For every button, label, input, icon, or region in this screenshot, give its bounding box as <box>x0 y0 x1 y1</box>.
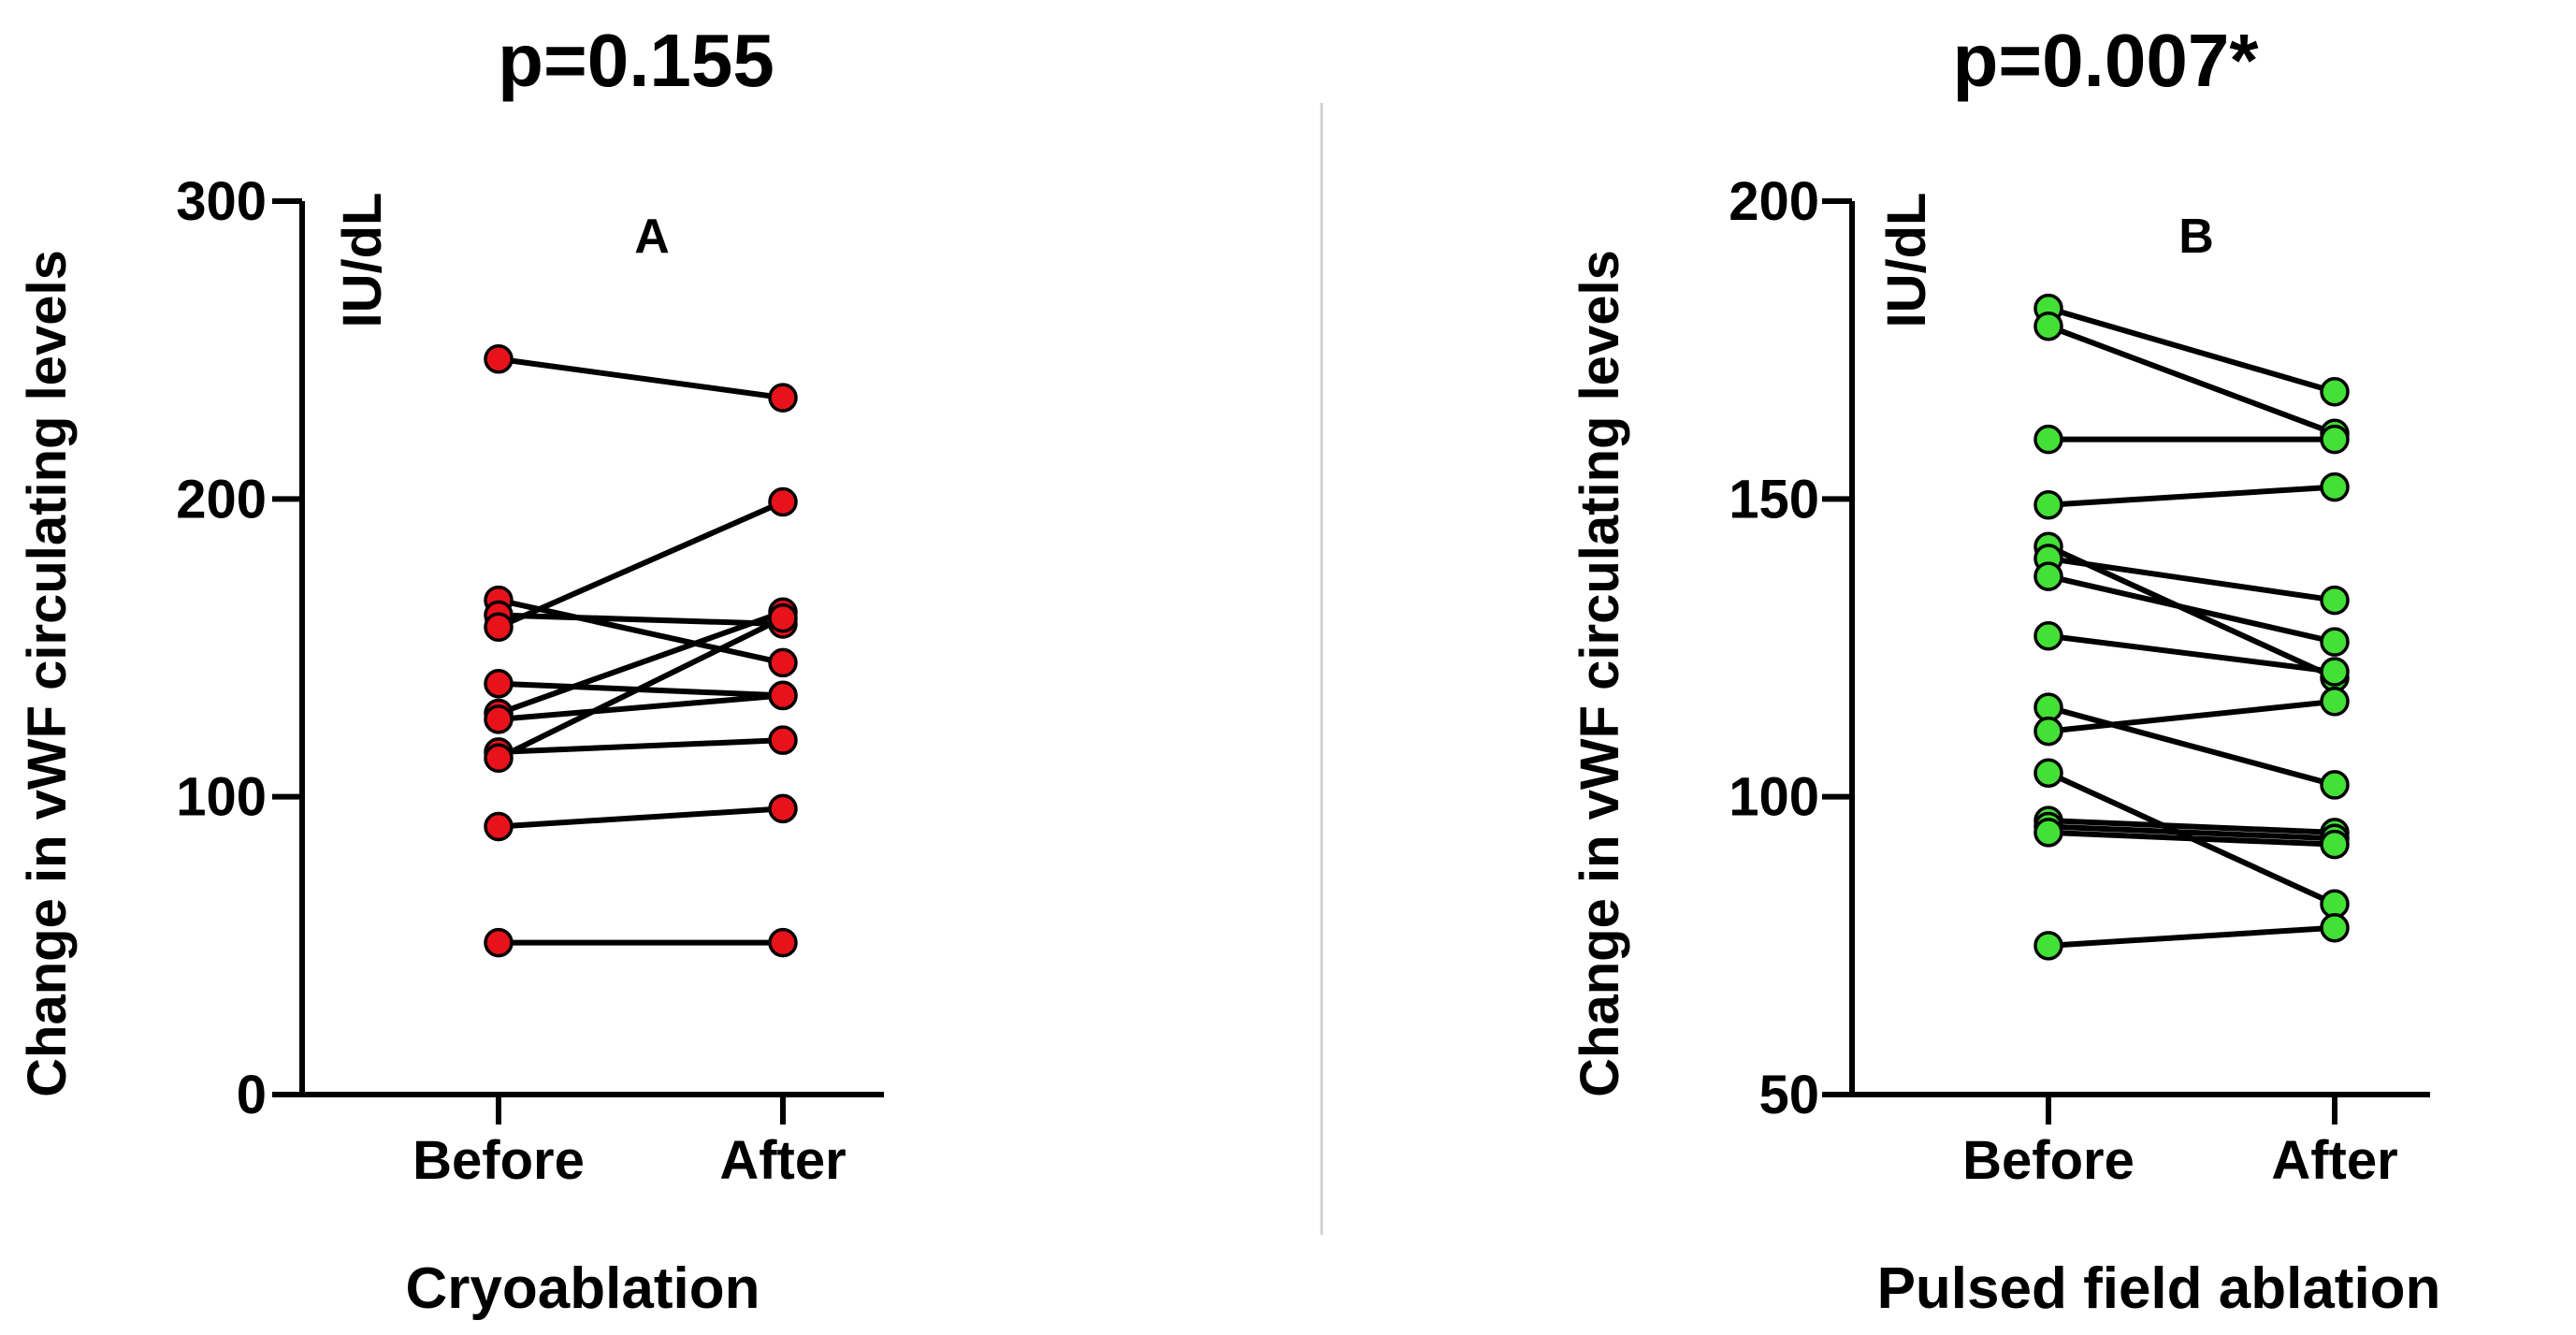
panel-a-series-lines <box>497 356 785 946</box>
panel-a-y-tick-label: 200 <box>176 469 267 530</box>
panel-b-subject-line <box>2048 823 2336 842</box>
panel-b-point-before <box>2033 489 2063 520</box>
panel-b-point-before <box>2033 758 2063 788</box>
panel-a-subject-line <box>498 805 784 830</box>
panel-b-point-after <box>2320 627 2350 657</box>
panel-a-y-tick-label: 300 <box>176 171 267 232</box>
panel-b-ylabel: Change in vWF circulating levels <box>1570 250 1630 1097</box>
panel-a-point-after <box>768 793 798 824</box>
panel-b-point-after <box>2320 424 2350 455</box>
panel-a-x-axis: Before After <box>299 1092 884 1191</box>
panel-b-subject-line <box>2048 573 2336 646</box>
panel-b-subject-line <box>2048 818 2336 835</box>
panel-a-subject-line <box>497 499 785 630</box>
panel-b-point-before <box>2033 561 2063 591</box>
panel-b-subject-line <box>2048 484 2336 508</box>
panel-b-x-axis: Before After <box>1849 1092 2430 1191</box>
panel-b-subject-line <box>2047 323 2337 437</box>
panel-a-point-after <box>768 725 798 755</box>
panel-b-x-tick-label: After <box>2271 1130 2397 1191</box>
panel-a-points <box>484 343 798 958</box>
panel-a-point-after <box>768 602 798 633</box>
panel-b-y-tick-label: 150 <box>1729 469 1819 530</box>
panel-b-point-before <box>2033 931 2063 961</box>
panel-b-point-after <box>2320 912 2350 943</box>
panel-a-ylabel: Change in vWF circulating levels <box>17 250 78 1097</box>
panel-a-panel-label: A <box>634 210 670 264</box>
panel-a-point-after <box>768 680 798 711</box>
panel-a-subject-line <box>498 597 784 666</box>
panel-b-panel-label: B <box>2178 210 2214 264</box>
panel-b-subject-line <box>2048 556 2336 603</box>
panel-b-y-tick-label: 50 <box>1758 1065 1819 1125</box>
panel-b-point-after <box>2320 472 2350 502</box>
panel-b-subject-line <box>2048 698 2336 734</box>
panel-a-point-after <box>768 486 798 517</box>
panel-a-y-tick-label: 100 <box>176 767 267 828</box>
panel-b-point-after <box>2320 657 2350 687</box>
panel-a-point-before <box>484 927 514 958</box>
panel-a-point-before <box>484 743 514 774</box>
panel-b-points <box>2033 293 2350 961</box>
panel-b-x-tick-label: Before <box>1962 1130 2135 1191</box>
panel-b-y-tick-label: 200 <box>1729 171 1819 232</box>
panel-b-point-before <box>2033 311 2063 341</box>
panel-a-point-before <box>484 811 514 842</box>
panel-b-subject-line <box>2048 829 2336 848</box>
panel-b-point-before <box>2033 424 2063 455</box>
panel-b-subject-line <box>2048 632 2336 675</box>
panel-a-y-tick-label: 0 <box>237 1065 267 1125</box>
panel-a-point-before <box>484 343 514 374</box>
panel-b-point-before <box>2033 716 2063 747</box>
panel-b-title: p=0.007* <box>1953 19 2260 102</box>
panel-b-xlabel: Pulsed field ablation <box>1877 1256 2441 1321</box>
panel-a: p=0.155 Change in vWF circulating levels… <box>17 19 884 1321</box>
panel-b-point-after <box>2320 687 2350 717</box>
panel-a-subject-line <box>498 612 784 628</box>
panel-a-point-before <box>484 704 514 734</box>
panel-b-subject-line <box>2048 924 2336 949</box>
panel-a-title: p=0.155 <box>498 19 774 102</box>
panel-a-subject-line <box>497 615 785 761</box>
panel-b-point-after <box>2320 376 2350 407</box>
panel-a-subject-line <box>498 356 784 401</box>
panel-b-unit-label: IU/dL <box>1876 193 1937 328</box>
panel-a-x-tick-label: After <box>719 1130 846 1191</box>
panel-b-y-tick-label: 100 <box>1729 767 1819 828</box>
panel-a-point-before <box>484 612 514 642</box>
panel-a-subject-line <box>497 609 785 717</box>
panel-a-point-after <box>768 927 798 958</box>
panel-b-y-axis: 50 100 150 200 <box>1729 171 1855 1125</box>
panel-a-x-tick-label: Before <box>412 1130 585 1191</box>
panel-a-point-before <box>484 668 514 699</box>
panel-b-subject-line <box>2048 704 2336 788</box>
panel-a-unit-label: IU/dL <box>332 193 393 328</box>
panel-b-point-before <box>2033 621 2063 651</box>
panel-a-point-after <box>768 383 798 413</box>
panel-a-subject-line <box>498 737 784 755</box>
panel-b: p=0.007* Change in vWF circulating level… <box>1570 19 2440 1321</box>
panel-b-point-after <box>2320 829 2350 860</box>
panel-b-point-after <box>2320 770 2350 800</box>
panel-a-subject-line <box>498 692 784 722</box>
panel-b-subject-line <box>2047 544 2337 681</box>
panel-a-y-axis: 0 100 200 300 <box>176 171 305 1125</box>
panel-b-point-after <box>2320 585 2350 616</box>
panel-b-series-lines <box>2047 305 2337 949</box>
panel-a-point-after <box>768 647 798 678</box>
panel-b-subject-line <box>2048 305 2336 395</box>
panel-a-xlabel: Cryoablation <box>406 1256 760 1321</box>
panel-b-point-before <box>2033 818 2063 848</box>
